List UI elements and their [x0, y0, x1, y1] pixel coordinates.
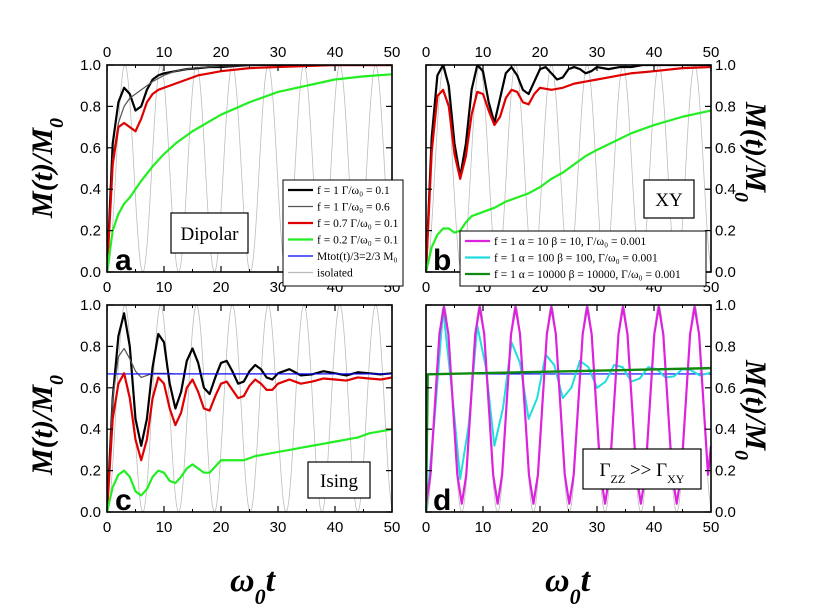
- y-tick-label: 1.0: [715, 297, 736, 314]
- x-tick-label-top: 40: [646, 44, 663, 61]
- series-line-black: [107, 312, 392, 512]
- x-tick-label-top: 20: [213, 44, 230, 61]
- y-tick-label: 0.2: [80, 463, 101, 480]
- y-tick-label: 0.8: [715, 98, 736, 115]
- legend-entry: f = 0.7 Γ/ω₀ = 0.1: [317, 218, 399, 230]
- box-label: Ising: [320, 471, 359, 492]
- x-tick-label: 20: [532, 519, 549, 536]
- panel-letter: d: [433, 484, 451, 517]
- y-axis-label-left-bottom: M(t)/M0: [26, 375, 68, 476]
- y-tick-label: 1.0: [80, 297, 101, 314]
- x-tick-label: 20: [213, 279, 230, 296]
- x-axis-label-left: ω0t: [230, 562, 277, 608]
- y-axis-label-right-bottom: M(t)/M0: [730, 359, 772, 460]
- y-tick-label: 1.0: [80, 57, 101, 74]
- series-line-red: [107, 372, 392, 512]
- legend-frame: [459, 230, 707, 287]
- panel-letter: c: [115, 484, 132, 517]
- x-axis-label-right: ω0t: [545, 562, 592, 608]
- x-tick-label-top: 40: [327, 44, 344, 61]
- panel-letter: b: [433, 244, 451, 277]
- x-tick-label: 10: [156, 279, 173, 296]
- legend-entry: f = 1 Γ/ω₀ = 0.6: [317, 202, 390, 214]
- y-tick-label: 0.6: [715, 380, 736, 397]
- legend-entry: f = 1 Γ/ω₀ = 0.1: [317, 185, 390, 197]
- x-tick-label-top: 30: [589, 44, 606, 61]
- y-tick-label: 0.6: [80, 140, 101, 157]
- x-tick-label: 50: [703, 279, 720, 296]
- panel-c: 0 10 20 30 40 50 0.0 0.2 0.4 0.6 0.8 1.0 c Ising: [80, 297, 400, 536]
- y-tick-label: 0.8: [715, 338, 736, 355]
- y-tick-label: 0.8: [80, 338, 101, 355]
- x-tick-label: 30: [270, 279, 287, 296]
- x-tick-label: 0: [422, 519, 430, 536]
- series-line-f-0-7-0-0-1: [107, 65, 392, 272]
- series-line-green: [426, 109, 711, 272]
- box-label: ΓZZ >> ΓXY: [600, 460, 685, 486]
- legend-entry: isolated: [317, 268, 353, 280]
- x-tick-label: 40: [327, 519, 344, 536]
- y-tick-label: 0.4: [715, 421, 736, 438]
- x-tick-label: 50: [384, 519, 401, 536]
- y-tick-label: 0.4: [715, 181, 736, 198]
- y-tick-label: 0.0: [80, 504, 101, 521]
- y-tick-label: 0.4: [80, 421, 101, 438]
- x-tick-label: 30: [270, 519, 287, 536]
- panel-letter: a: [115, 244, 132, 277]
- legend-frame: [282, 179, 404, 287]
- series-line-f-0-2-0-0-1: [107, 73, 392, 272]
- x-tick-label: 0: [103, 279, 111, 296]
- x-tick-label-top: 0: [422, 44, 430, 61]
- y-tick-label: 0.0: [715, 504, 736, 521]
- x-tick-label-top: 50: [384, 44, 401, 61]
- legend-entry: f = 1 α = 100 β = 100, Γ/ω₀ = 0.001: [494, 253, 658, 265]
- box-label-frame: [582, 448, 702, 490]
- series-line-green: [107, 428, 392, 512]
- y-tick-label: 0.2: [715, 463, 736, 480]
- y-tick-label: 0.2: [80, 223, 101, 240]
- x-tick-label-top: 50: [703, 44, 720, 61]
- x-tick-label: 0: [103, 519, 111, 536]
- box-label-frame: [170, 212, 249, 254]
- x-tick-label-top: 20: [532, 44, 549, 61]
- x-tick-label: 30: [589, 519, 606, 536]
- x-tick-label-top: 30: [270, 44, 287, 61]
- series-line-red: [426, 65, 711, 272]
- x-tick-label: 20: [213, 519, 230, 536]
- y-tick-label: 0.6: [715, 140, 736, 157]
- x-tick-label: 10: [156, 519, 173, 536]
- y-axis-label-left-top: M(t)/M0: [26, 118, 68, 219]
- legend-entry: f = 0.2 Γ/ω₀ = 0.1: [317, 235, 399, 247]
- panel-b: 00101020203030404050500.00.20.40.60.81.0…: [422, 44, 736, 296]
- x-tick-label: 10: [475, 519, 492, 536]
- series-line-magenta: [426, 305, 711, 506]
- y-tick-label: 0.0: [715, 264, 736, 281]
- legend-entry: f = 1 α = 10 β = 10, Γ/ω₀ = 0.001: [494, 236, 646, 248]
- y-tick-label: 0.8: [80, 98, 101, 115]
- x-tick-label-top: 0: [103, 44, 111, 61]
- y-tick-label: 0.0: [80, 264, 101, 281]
- legend-entry: f = 1 α = 10000 β = 10000, Γ/ω₀ = 0.001: [494, 269, 681, 281]
- panel-a: 00101020203030404050500.00.20.40.60.81.0…: [80, 44, 404, 296]
- x-tick-label-top: 10: [156, 44, 173, 61]
- box-label-frame: [643, 179, 695, 219]
- legend-entry: Mtot(t)/3=2/3 M₀: [317, 251, 397, 263]
- y-tick-label: 0.4: [80, 181, 101, 198]
- x-tick-label: 40: [646, 519, 663, 536]
- panel-d: 0 10 20 30 40 500.0 0.2 0.4 0.6 0.8 1.0 d ΓZZ >> ΓXY: [422, 297, 736, 536]
- x-tick-label: 50: [703, 519, 720, 536]
- box-label-frame: [307, 461, 371, 499]
- box-label: Dipolar: [180, 224, 239, 245]
- y-tick-label: 1.0: [715, 57, 736, 74]
- y-axis-label-right-top: M(t)/M0: [730, 101, 772, 202]
- x-tick-label: 0: [422, 279, 430, 296]
- x-tick-label-top: 10: [475, 44, 492, 61]
- y-tick-label: 0.2: [715, 223, 736, 240]
- y-tick-label: 0.6: [80, 380, 101, 397]
- box-label: XY: [655, 190, 683, 211]
